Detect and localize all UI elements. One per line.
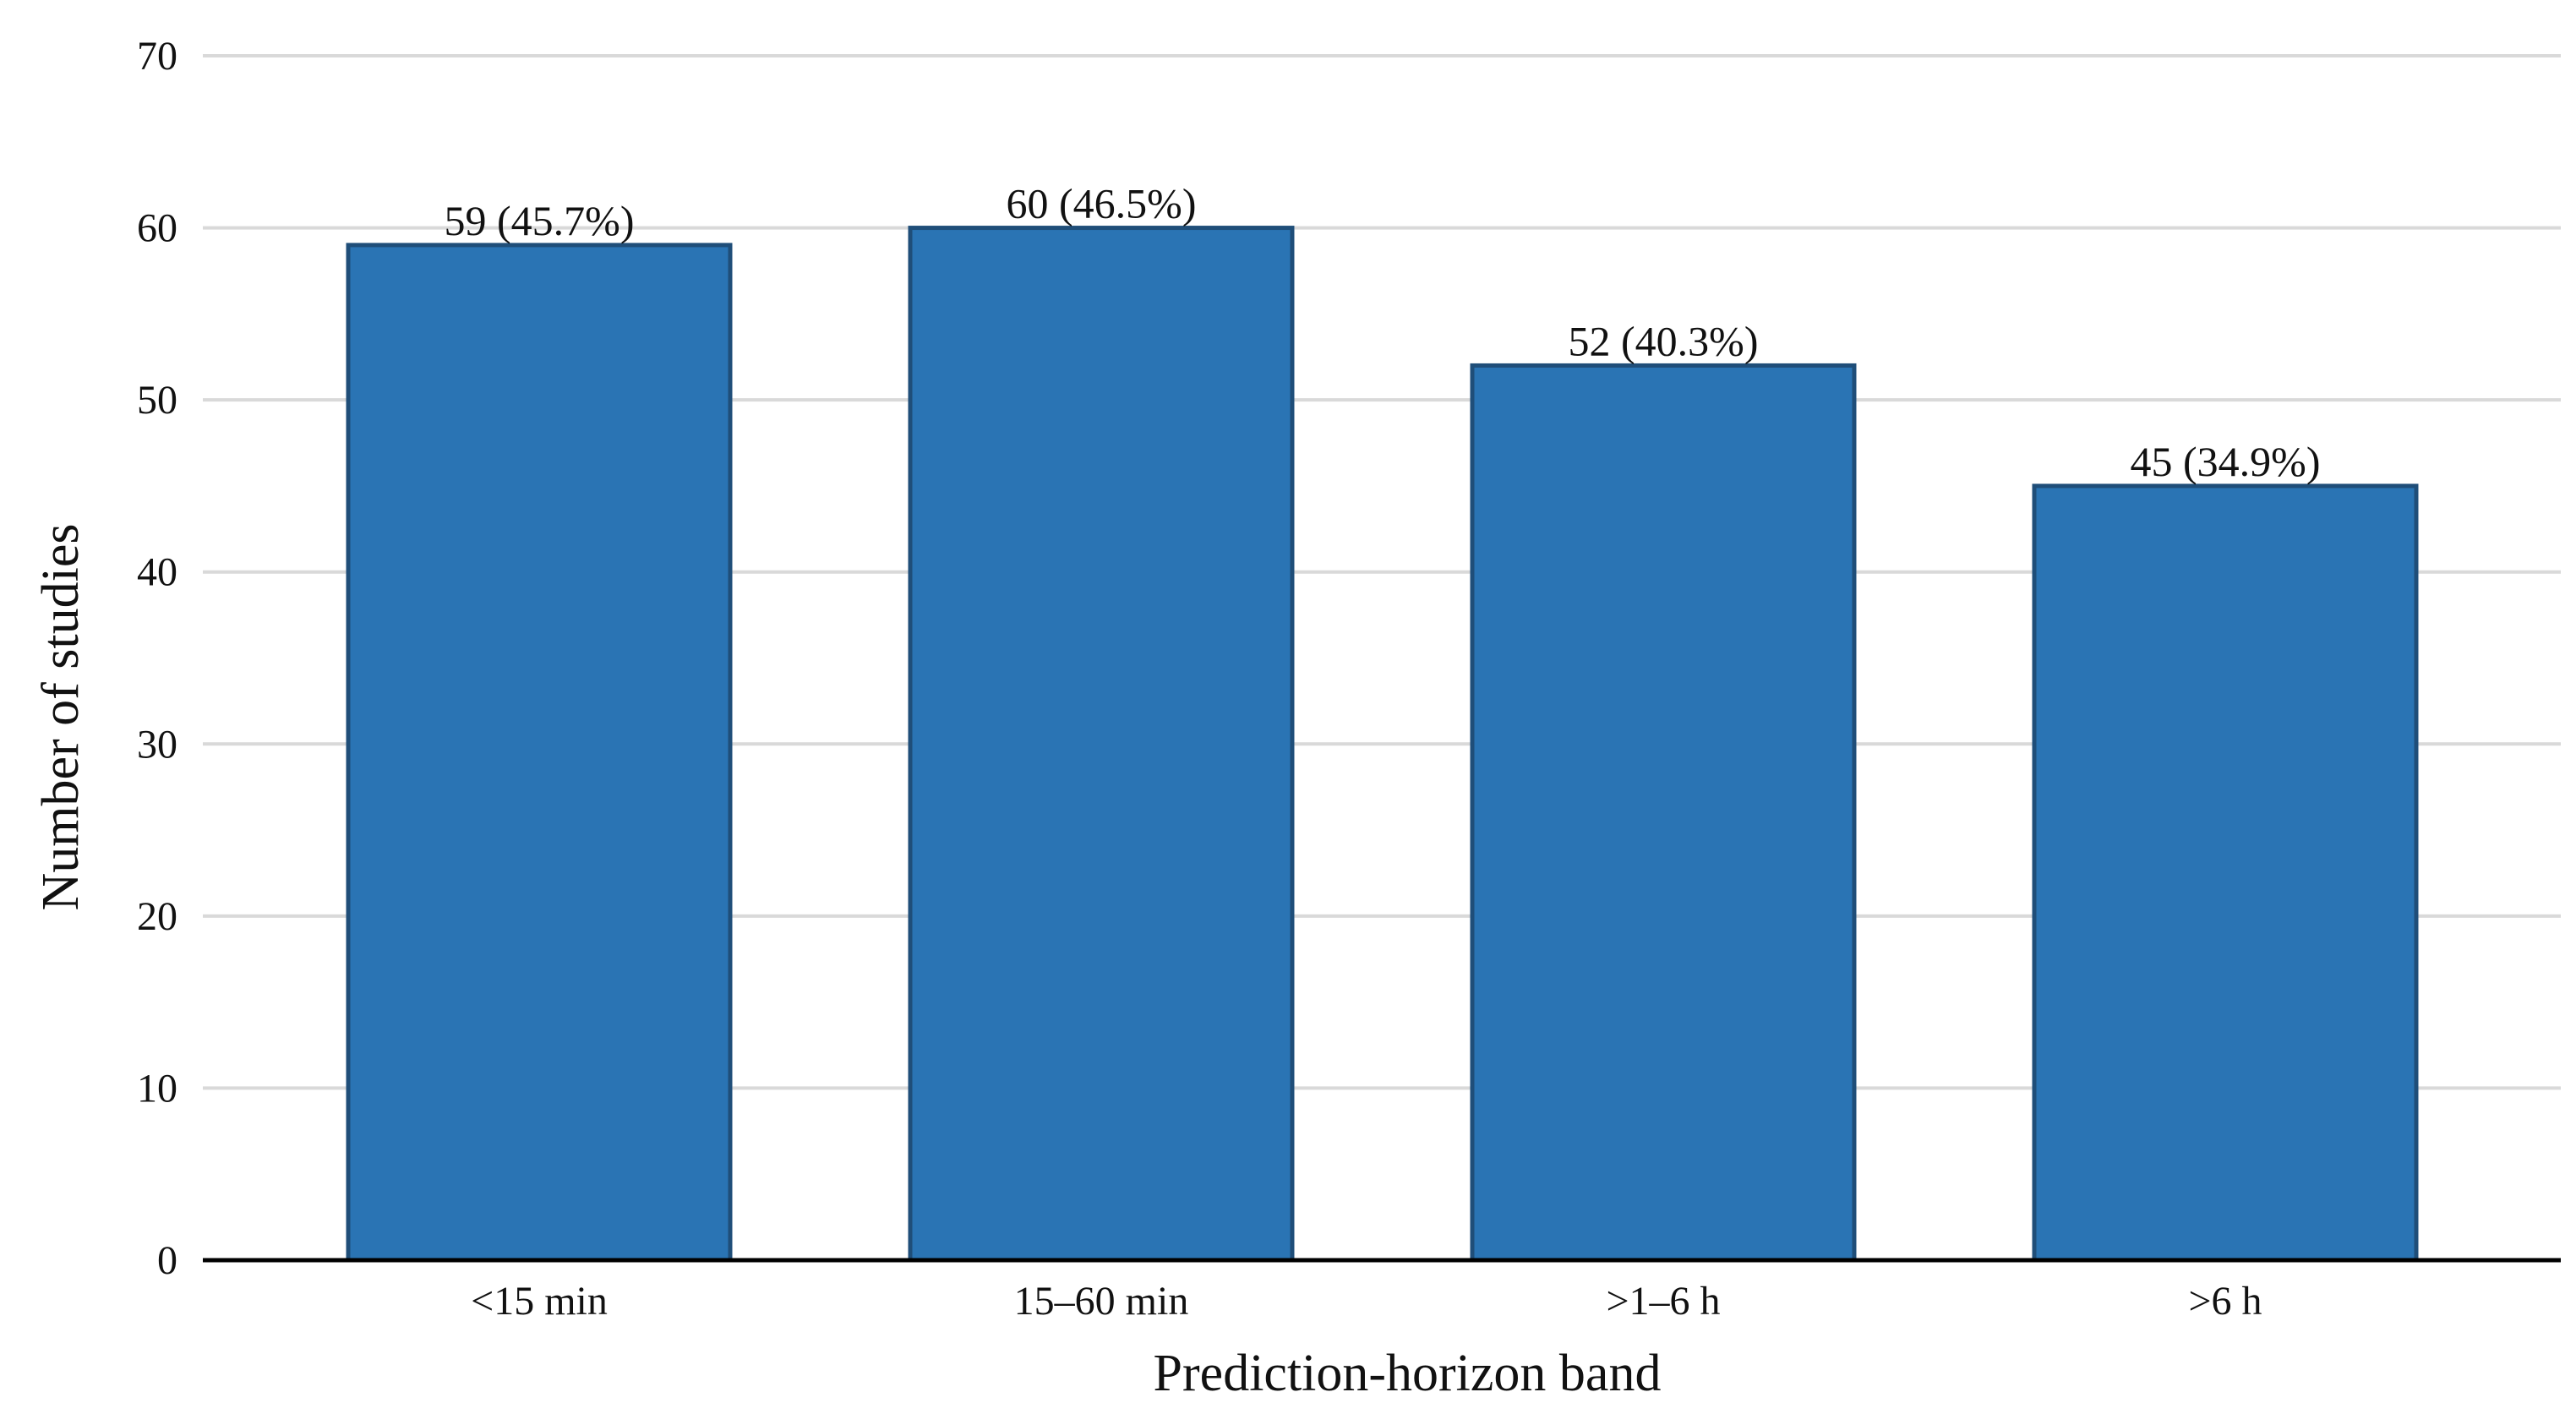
y-tick-labels: 0 10 20 30 40 50 60 70: [137, 34, 177, 1283]
x-tick-label: >1–6 h: [1606, 1279, 1720, 1324]
bar: [908, 226, 1295, 1263]
y-tick-label: 20: [137, 894, 177, 939]
data-label: 45 (34.9%): [2131, 438, 2321, 485]
x-tick-label: >6 h: [2188, 1279, 2262, 1324]
y-tick-label: 10: [137, 1066, 177, 1111]
y-tick-label: 60: [137, 206, 177, 251]
y-axis-title: Number of studies: [32, 523, 90, 910]
data-labels: 59 (45.7%) 60 (46.5%) 52 (40.3%) 45 (34.9%): [445, 180, 2321, 485]
data-label: 52 (40.3%): [1569, 317, 1759, 364]
bar: [1470, 363, 1857, 1263]
bar: [346, 243, 733, 1263]
bar: [2032, 483, 2419, 1263]
x-tick-labels: <15 min 15–60 min >1–6 h >6 h: [471, 1279, 2262, 1324]
y-tick-label: 0: [157, 1238, 177, 1283]
y-tick-label: 40: [137, 550, 177, 595]
y-tick-label: 50: [137, 378, 177, 423]
bars: [346, 226, 2419, 1263]
y-tick-label: 70: [137, 34, 177, 79]
y-tick-label: 30: [137, 722, 177, 767]
x-axis-title: Prediction-horizon band: [1154, 1345, 1662, 1402]
x-tick-label: 15–60 min: [1014, 1279, 1189, 1324]
data-label: 60 (46.5%): [1007, 180, 1197, 227]
x-tick-label: <15 min: [471, 1279, 608, 1324]
data-label: 59 (45.7%): [445, 197, 635, 244]
